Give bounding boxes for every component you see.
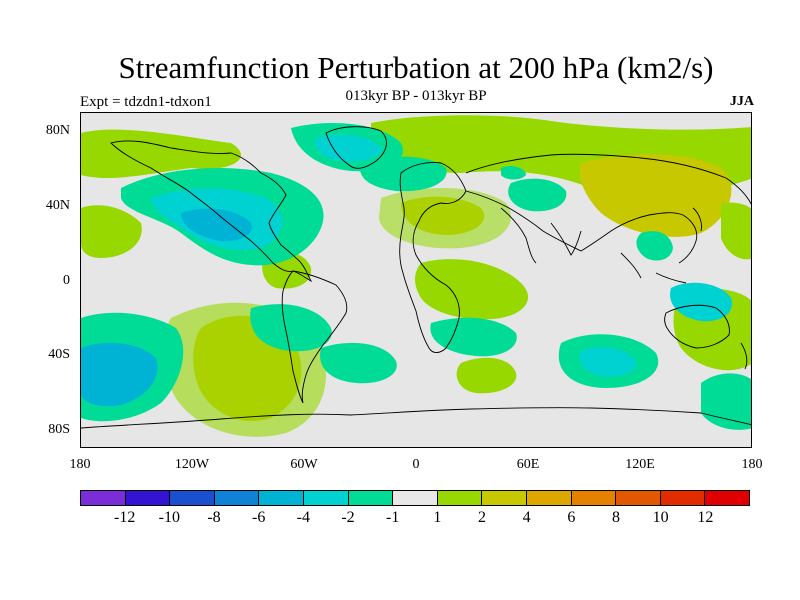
colorbar-swatch-7: [393, 491, 438, 505]
colorbar-swatch-6: [348, 491, 394, 505]
colorbar-swatch-14: [705, 491, 749, 505]
coast-greenland: [325, 126, 387, 169]
coast-australia: [664, 304, 730, 349]
contour-neg-north-america-inner: [181, 208, 252, 242]
colorbar-label: 10: [652, 509, 669, 526]
colorbar-swatch-0: [81, 491, 126, 505]
coast-antarctica: [81, 407, 751, 429]
colorbar-label: -4: [296, 509, 310, 526]
contour-neg-arabia: [501, 165, 526, 180]
chart-title: Streamfunction Perturbation at 200 hPa (…: [118, 50, 714, 85]
colorbar-label: -12: [113, 509, 136, 526]
lon-tick-0: 0: [412, 457, 420, 472]
contour-pos-west-edge: [721, 202, 751, 260]
lat-tick-40n: 40N: [45, 198, 70, 213]
lon-tick-60w: 60W: [290, 457, 318, 472]
colorbar-swatch-11: [571, 491, 617, 505]
lat-tick-80n: 80N: [45, 123, 70, 138]
lon-tick-120w: 120W: [174, 457, 210, 472]
contour-neg-south-atlantic: [250, 304, 332, 352]
contour-pos-europe-ring: [379, 187, 511, 249]
colorbar-swatch-10: [526, 491, 572, 505]
colorbar-swatch-4: [259, 491, 304, 505]
colorbar-swatch-5: [303, 491, 349, 505]
lon-tick-60e: 60E: [516, 457, 540, 472]
colorbar-label: 2: [478, 509, 486, 526]
lat-tick-0: 0: [63, 273, 70, 288]
contour-pos-africa: [415, 259, 529, 320]
contour-neg-south-atlantic-2: [320, 342, 397, 384]
contour-neg-west-asia: [508, 178, 567, 212]
coast-new-zealand: [740, 342, 748, 370]
contour-neg-east-asia: [636, 231, 673, 261]
lon-tick-120e: 120E: [625, 457, 655, 472]
colorbar-label: -1: [385, 509, 400, 526]
coast-arabia-india: [500, 207, 582, 264]
lon-tick-180-right: 180: [741, 457, 763, 472]
colorbar-label: 1: [433, 509, 442, 526]
colorbar-label: 12: [697, 509, 714, 526]
chart-subtitle: 013kyr BP - 013kyr BP: [345, 88, 487, 104]
contour-map: [80, 112, 752, 448]
lon-tick-180-left: 180: [69, 457, 91, 472]
colorbar-label: 6: [567, 509, 576, 526]
coast-southeast-asia: [620, 252, 687, 284]
coastlines: [81, 126, 751, 429]
coast-europe-africa: [399, 162, 467, 353]
colorbar-swatch-1: [125, 491, 171, 505]
colorbar-swatch-12: [616, 491, 661, 505]
experiment-label: Expt = tdzdn1-tdxon1: [80, 94, 212, 110]
coast-japan: [692, 207, 702, 232]
season-label: JJA: [729, 94, 754, 109]
colorbar-label: -10: [158, 509, 180, 526]
coast-north-america: [110, 140, 313, 283]
colorbar-swatch-8: [437, 491, 483, 505]
contour-neg-north-atlantic: [360, 156, 447, 192]
contour-neg-australia: [670, 282, 732, 322]
contour-fill-negative: [81, 123, 751, 430]
colorbar-label: -2: [341, 509, 355, 526]
colorbar-label: 4: [522, 509, 531, 526]
coast-south-america: [281, 270, 348, 404]
coast-asia: [465, 153, 751, 264]
lat-tick-80s: 80S: [48, 422, 70, 437]
colorbar: [80, 490, 750, 506]
contour-pos-asia: [579, 154, 732, 237]
colorbar-label: -6: [251, 509, 266, 526]
contour-neg-southern-ocean-core: [579, 347, 637, 377]
contour-neg-indian-ocean: [430, 317, 517, 357]
colorbar-label: 8: [612, 509, 620, 526]
lat-tick-40s: 40S: [48, 347, 70, 362]
colorbar-swatch-2: [170, 491, 215, 505]
contour-pos-south-indian: [456, 357, 517, 394]
colorbar-swatch-13: [660, 491, 706, 505]
colorbar-label: -8: [207, 509, 221, 526]
contour-neg-south-pacific-core: [81, 342, 158, 407]
colorbar-swatch-3: [214, 491, 260, 505]
map-canvas: [81, 113, 751, 447]
contour-neg-greenland-core: [315, 134, 382, 162]
contour-pos-west-pacific: [81, 205, 142, 258]
colorbar-swatch-9: [482, 491, 527, 505]
